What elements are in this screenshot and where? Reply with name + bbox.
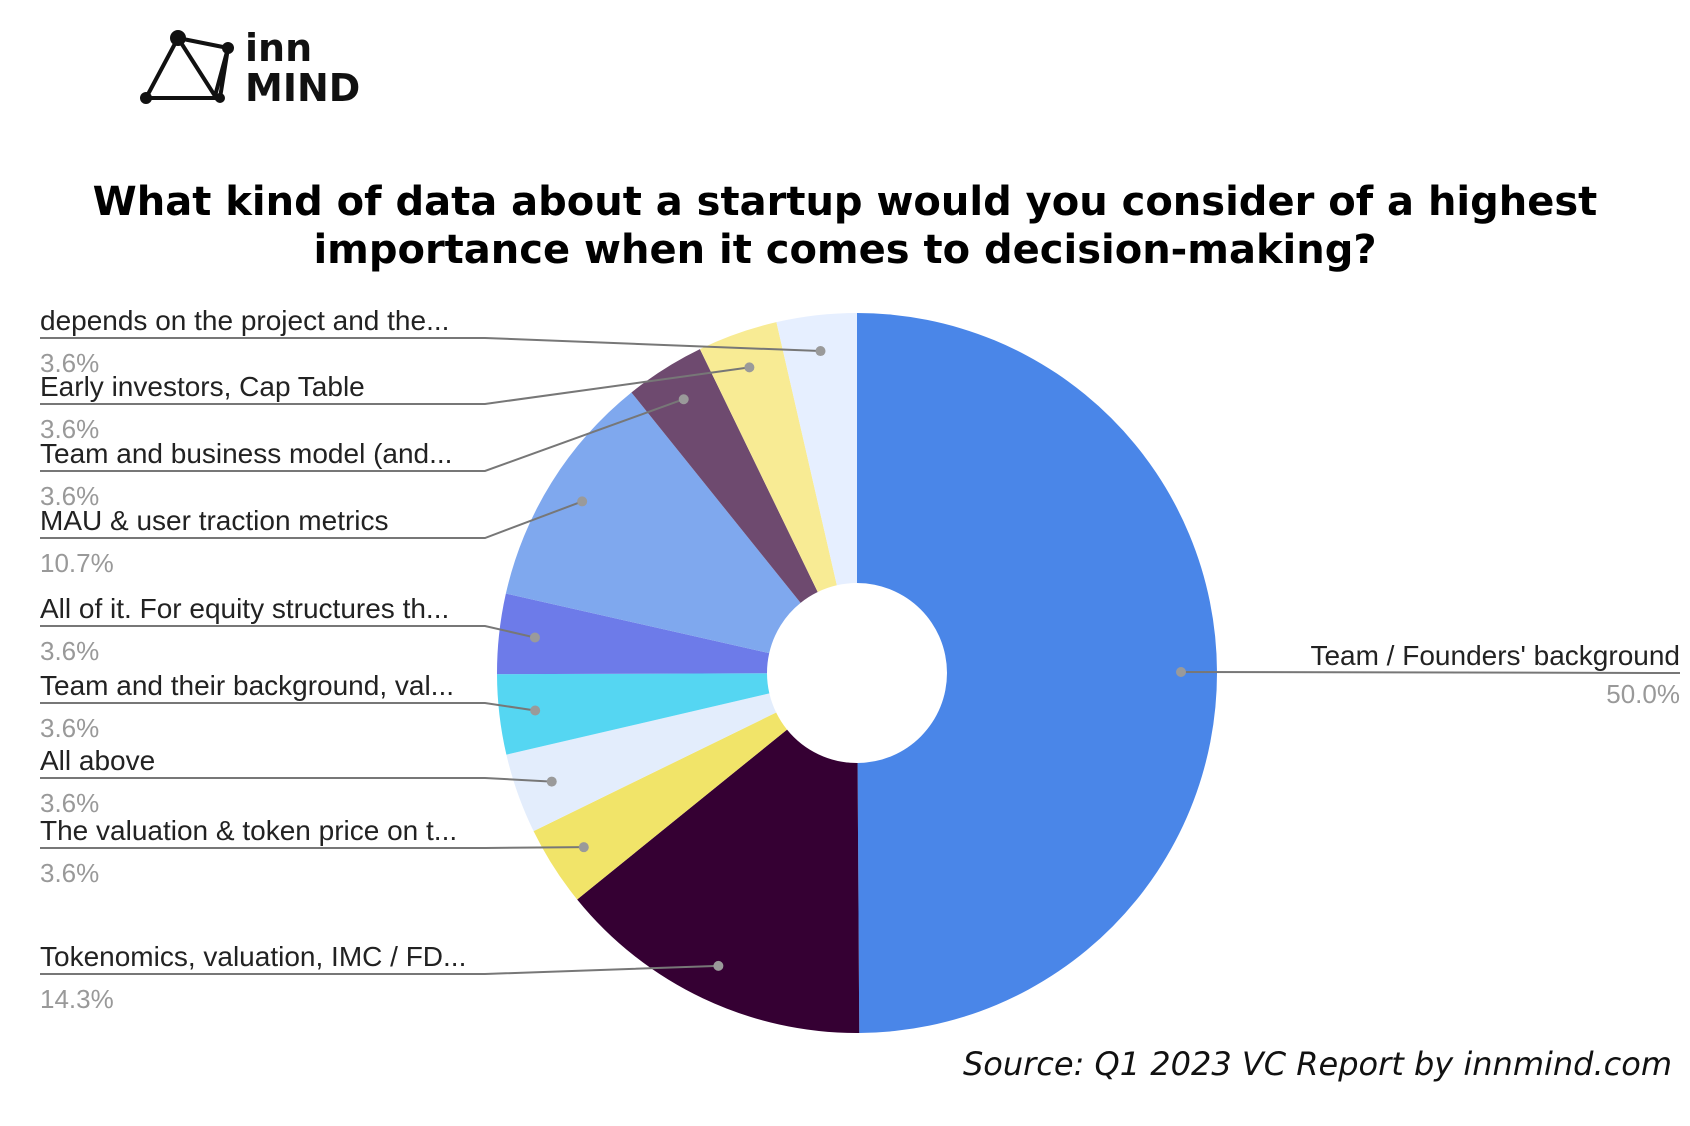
pie-slice: [577, 729, 860, 1033]
leader-line: [40, 846, 584, 849]
slice-label: All of it. For equity structures th...: [40, 593, 449, 624]
slice-label: Tokenomics, valuation, IMC / FD...: [40, 941, 466, 972]
slice-label: Early investors, Cap Table: [40, 371, 365, 402]
pie-slice: [533, 712, 788, 900]
slice-label: Team / Founders' background: [1310, 640, 1680, 671]
source-note: Source: Q1 2023 VC Report by innmind.com: [962, 1045, 1672, 1083]
pie-slice: [497, 673, 770, 755]
leader-dot: [1175, 666, 1186, 677]
slices-group: [497, 313, 1217, 1033]
slice-value-label: 3.6%: [40, 414, 99, 444]
leader-line: [40, 964, 719, 975]
slice-label: All above: [40, 745, 155, 776]
leader-dot: [530, 705, 541, 716]
leader-line: [40, 500, 583, 539]
labels-group: Team / Founders' background 50.0% Tokenomi…: [40, 305, 1681, 1014]
pie-slice: [776, 313, 857, 586]
slice-value-label: 3.6%: [40, 481, 99, 511]
leader-dot: [713, 960, 724, 971]
pie-slice: [699, 322, 837, 593]
pie-slice: [497, 593, 770, 675]
pie-slice: [631, 349, 818, 603]
leader-line: [40, 702, 536, 712]
leader-line: [40, 337, 821, 353]
slice-label: Team and business model (and...: [40, 438, 452, 469]
pie-slice: [505, 392, 801, 654]
logo-line-2: MIND: [245, 66, 361, 110]
leader-dot: [744, 362, 755, 373]
slice-value-label: 10.7%: [40, 548, 114, 578]
slice-value-label: 50.0%: [1606, 679, 1680, 709]
pie-slice: [506, 693, 777, 832]
slice-value-label: 3.6%: [40, 858, 99, 888]
chart-title: What kind of data about a startup would …: [0, 178, 1690, 274]
leader-dot: [815, 346, 826, 357]
leader-dot: [577, 496, 588, 507]
slice-label: Team and their background, val...: [40, 670, 454, 701]
leader-dot: [578, 842, 589, 853]
pie-slice: [857, 313, 1217, 1033]
leader-line: [40, 777, 552, 783]
logo-wordmark: inn MIND: [245, 28, 360, 108]
slice-value-label: 3.6%: [40, 788, 99, 818]
logo-mark-icon: [144, 34, 230, 101]
leader-line: [40, 625, 536, 639]
slice-value-label: 14.3%: [40, 984, 114, 1014]
slice-value-label: 3.6%: [40, 636, 99, 666]
leader-line: [40, 398, 685, 472]
leader-line: [1180, 670, 1681, 674]
slice-label: depends on the project and the...: [40, 305, 449, 336]
leader-dot: [546, 776, 557, 787]
logo-line-1: inn: [245, 26, 313, 70]
innmind-logo: [140, 30, 234, 104]
chart-title-line-1: What kind of data about a startup would …: [92, 179, 1598, 225]
chart-title-line-2: importance when it comes to decision-mak…: [313, 227, 1377, 273]
slice-value-label: 3.6%: [40, 348, 99, 378]
leader-line: [40, 366, 750, 405]
slice-value-label: 3.6%: [40, 713, 99, 743]
slice-label: The valuation & token price on t...: [40, 815, 457, 846]
slice-label: MAU & user traction metrics: [40, 505, 389, 536]
leader-dot: [678, 394, 689, 405]
leader-dot: [529, 632, 540, 643]
